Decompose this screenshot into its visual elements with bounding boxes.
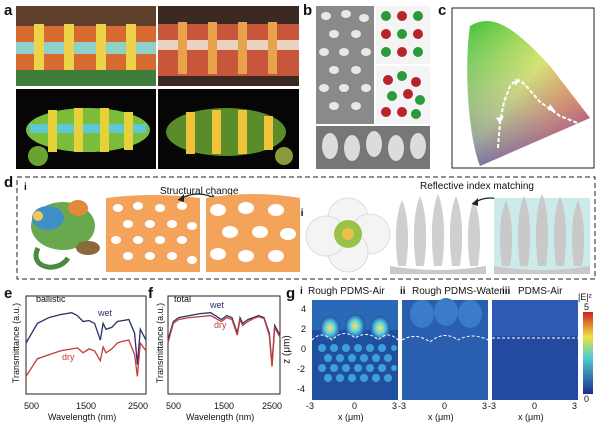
panel-label-c: c: [438, 2, 447, 19]
map-ii-xtick-1: 0: [442, 401, 448, 411]
colorbar-min: 0: [584, 394, 590, 404]
orange-domain-before: [106, 195, 200, 272]
orange-domain-after: [206, 194, 300, 272]
map-ii-num: ii: [400, 286, 406, 297]
chart-e-xlabel: Wavelength (nm): [48, 412, 117, 422]
map-iii-xtick-2: 3: [572, 401, 578, 411]
chart-f-wet-label: wet: [210, 300, 225, 310]
colorbar-label: |E|²: [578, 292, 592, 302]
panel-label-d: d: [4, 174, 14, 191]
map-ylabel: z (μm): [281, 335, 293, 364]
chart-f-xlabel: Wavelength (nm): [186, 412, 255, 422]
map-iii-num: iii: [502, 286, 511, 297]
map-i-xtick-0: -3: [306, 401, 315, 411]
map-ytick-0: 4: [301, 304, 307, 314]
chart-ballistic: [25, 295, 147, 395]
map-i-xtick-1: 0: [352, 401, 358, 411]
chameleon-photo-grid: [16, 6, 299, 169]
chart-e-inset-label: ballistic: [36, 294, 66, 304]
colorbar-max: 5: [584, 302, 590, 312]
map-iii-xtick-0: -3: [488, 401, 497, 411]
panel-label-a: a: [4, 2, 13, 19]
chart-e-ylabel: Transmittance (a.u.): [11, 302, 21, 384]
chart-f-ylabel: Transmittance (a.u.): [155, 302, 165, 384]
chart-e-dry-label: dry: [62, 352, 75, 362]
chart-e-xtick-1: 1500: [76, 401, 97, 411]
map-ii-xlabel: x (μm): [428, 412, 454, 422]
chameleon-photo-1: [16, 6, 156, 86]
cie-chromaticity-diagram: [451, 7, 595, 169]
map-iii-title: PDMS-Air: [518, 286, 563, 297]
field-map-pdms-air: [492, 300, 578, 400]
panel-d-illustrations: [31, 193, 590, 274]
map-ytick-3: -2: [297, 364, 306, 374]
sem-image-top: [316, 6, 374, 124]
panel-label-f: f: [148, 285, 153, 302]
panel-label-e: e: [4, 285, 13, 302]
sem-crystal-panel: [316, 6, 430, 169]
panel-d-sub-ii: ii: [298, 208, 304, 219]
chart-f-xtick-2: 2500: [262, 401, 283, 411]
chart-total: [167, 295, 281, 395]
map-iii-xlabel: x (μm): [518, 412, 544, 422]
panel-d-frame: [16, 176, 596, 280]
structural-change-label: Structural change: [160, 186, 239, 197]
field-map-rough-pdms-air: [311, 300, 399, 400]
map-ii-xtick-2: 3: [482, 401, 488, 411]
field-maps: [311, 298, 578, 400]
index-matching-label: Reflective index matching: [420, 181, 534, 192]
flower-illustration: [305, 197, 391, 273]
map-ii-title: Rough PDMS-Water: [412, 286, 503, 297]
colorbar: [583, 312, 593, 394]
chart-f-xtick-0: 500: [166, 401, 182, 411]
chart-e-wet-label: wet: [98, 308, 113, 318]
chart-f-inset-label: total: [174, 294, 192, 304]
field-map-rough-pdms-water: [401, 298, 489, 400]
map-iii-xtick-1: 0: [532, 401, 538, 411]
chameleon-photo-4: [158, 89, 299, 169]
chameleon-illustration: [31, 200, 100, 270]
chart-e-xtick-0: 500: [24, 401, 40, 411]
map-ytick-2: 0: [301, 344, 307, 354]
chart-f-xtick-1: 1500: [214, 401, 235, 411]
map-i-num: i: [300, 286, 303, 297]
panel-label-g: g: [286, 285, 296, 302]
series-line-wet: [25, 312, 147, 365]
panel-d-sub-i: i: [24, 182, 27, 193]
map-ii-xtick-0: -3: [398, 401, 407, 411]
plot-frame: [167, 295, 281, 395]
chameleon-photo-3: [16, 89, 156, 169]
map-ytick-4: -4: [297, 384, 306, 394]
map-i-xtick-2: 3: [392, 401, 398, 411]
series-line-dry: [167, 314, 281, 367]
map-i-title: Rough PDMS-Air: [308, 286, 385, 297]
chart-e-xtick-2: 2500: [128, 401, 149, 411]
plot-frame: [25, 295, 147, 395]
chart-f-dry-label: dry: [214, 320, 227, 330]
map-i-xlabel: x (μm): [338, 412, 364, 422]
series-line-dry: [25, 339, 147, 377]
pillar-structure-wet: [494, 194, 590, 274]
pillar-structure-dry: [390, 194, 486, 274]
chameleon-photo-2: [158, 6, 299, 86]
panel-label-b: b: [303, 2, 313, 19]
map-ytick-1: 2: [301, 324, 307, 334]
